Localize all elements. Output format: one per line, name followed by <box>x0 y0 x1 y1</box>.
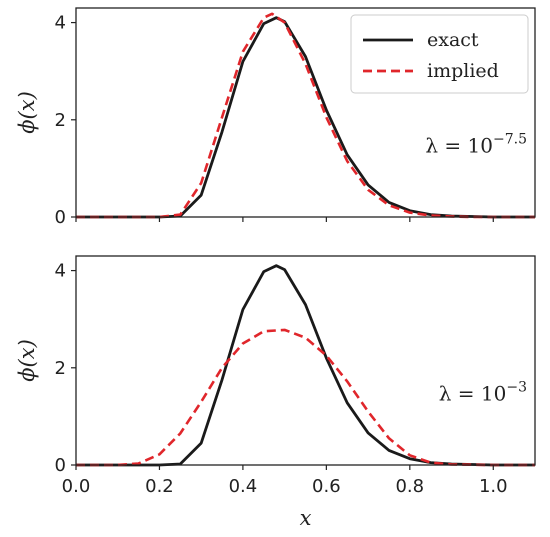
plot-frame <box>75 7 536 218</box>
x-tick-label: 1.0 <box>479 476 508 497</box>
y-tick-label: 2 <box>55 358 66 379</box>
lambda-annotation: λ = 10−3 <box>439 380 527 406</box>
y-tick-label: 4 <box>55 13 66 34</box>
x-tick-label: 0.8 <box>395 476 424 497</box>
lambda-annotation: λ = 10−7.5 <box>425 132 527 158</box>
series-line-exact <box>76 264 535 467</box>
series-line-implied <box>76 328 535 467</box>
legend-box <box>350 14 529 94</box>
lambda-annotation-base: λ = 10 <box>425 134 493 158</box>
lambda-annotation-exponent: −3 <box>506 380 527 396</box>
y-axis-label: ϕ(x) <box>15 339 39 382</box>
y-tick-label: 2 <box>55 110 66 131</box>
lambda-annotation-base: λ = 10 <box>439 382 507 406</box>
legend-label-implied: implied <box>427 60 499 82</box>
lambda-annotation-exponent: −7.5 <box>493 132 527 148</box>
x-tick-label: 0.4 <box>229 476 258 497</box>
y-tick-label: 0 <box>55 207 66 228</box>
legend: exact implied <box>350 14 529 94</box>
y-tick-label: 4 <box>55 261 66 282</box>
panel-bottom: 0.0 0.2 0.4 0.6 0.8 1.0 0 2 4 ϕ(x) x λ = 10−3 <box>15 255 536 530</box>
panel-top: 0 2 4 ϕ(x) λ = 10−7.5 exact implied <box>15 7 536 228</box>
legend-label-exact: exact <box>427 29 479 51</box>
x-tick-label: 0.6 <box>312 476 341 497</box>
plot-frame <box>75 255 536 466</box>
x-tick-label: 0.2 <box>145 476 174 497</box>
series-line-implied <box>76 12 535 219</box>
y-axis-label: ϕ(x) <box>15 91 39 134</box>
y-tick-label: 0 <box>55 455 66 476</box>
x-tick-label: 0.0 <box>62 476 91 497</box>
x-axis-label: x <box>300 506 312 530</box>
